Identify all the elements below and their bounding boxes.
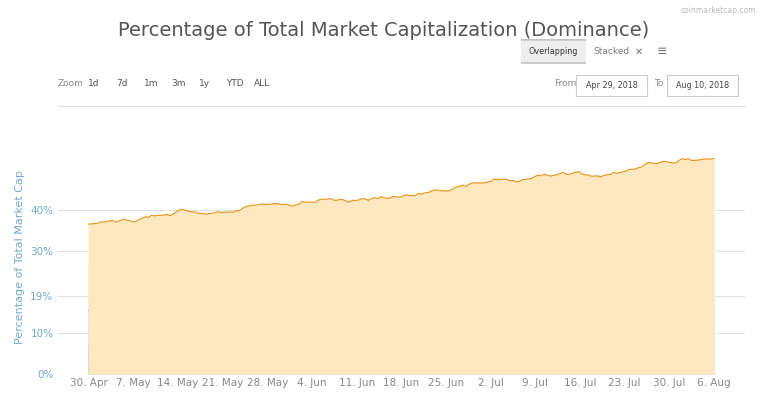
Text: 7d: 7d <box>116 78 127 88</box>
Text: From: From <box>554 78 577 88</box>
FancyBboxPatch shape <box>576 76 647 95</box>
Text: ✕: ✕ <box>634 47 643 57</box>
Text: 3m: 3m <box>171 78 186 88</box>
Text: 1m: 1m <box>144 78 158 88</box>
Text: Aug 10, 2018: Aug 10, 2018 <box>676 81 729 90</box>
Text: Apr 29, 2018: Apr 29, 2018 <box>586 81 637 90</box>
Text: To: To <box>654 78 664 88</box>
Text: Percentage of Total Market Capitalization (Dominance): Percentage of Total Market Capitalizatio… <box>118 21 650 40</box>
Text: ALL: ALL <box>254 78 270 88</box>
Text: Zoom: Zoom <box>58 78 84 88</box>
Text: Overlapping: Overlapping <box>528 47 578 56</box>
Text: ≡: ≡ <box>657 45 667 59</box>
Text: 1y: 1y <box>199 78 210 88</box>
FancyBboxPatch shape <box>520 40 587 63</box>
Text: Stacked: Stacked <box>593 47 629 56</box>
FancyBboxPatch shape <box>667 76 738 95</box>
Text: YTD: YTD <box>227 78 244 88</box>
Text: 1d: 1d <box>88 78 100 88</box>
Y-axis label: Percentage of Total Market Cap: Percentage of Total Market Cap <box>15 171 25 344</box>
Text: coinmarketcap.com: coinmarketcap.com <box>681 6 756 15</box>
